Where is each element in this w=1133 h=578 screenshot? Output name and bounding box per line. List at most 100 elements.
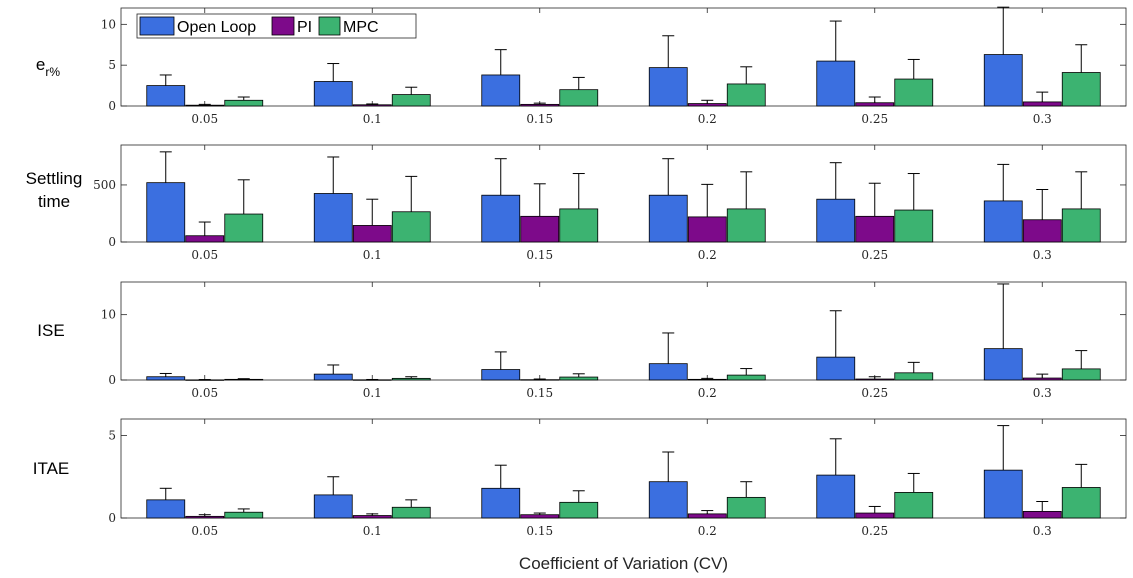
y-axis-label: er% <box>36 55 60 79</box>
bar-mpc <box>559 376 599 381</box>
axes-box <box>120 418 1127 519</box>
bar-open-loop <box>146 499 186 519</box>
x-tick-label: 0.1 <box>363 524 382 538</box>
x-tick-label: 0.1 <box>363 248 382 262</box>
bar-open-loop <box>983 200 1023 243</box>
bar-open-loop <box>481 487 521 519</box>
legend-swatch-mpc <box>318 16 341 36</box>
bar-pi <box>520 514 560 519</box>
y-axis-label: ITAE <box>33 459 70 478</box>
y-axis-label-subscript: r% <box>45 65 60 79</box>
x-tick-label: 0.25 <box>861 248 888 262</box>
x-tick-label: 0.2 <box>698 248 717 262</box>
y-tick-label: 0 <box>108 235 116 249</box>
x-tick-label: 0.05 <box>191 524 218 538</box>
bar-mpc <box>1061 487 1101 519</box>
bar-open-loop <box>481 194 521 243</box>
bar-mpc <box>224 213 264 243</box>
bar-mpc <box>1061 368 1101 381</box>
x-tick-label: 0.3 <box>1033 248 1052 262</box>
bar-pi <box>185 104 225 107</box>
x-tick-label: 0.1 <box>363 112 382 126</box>
bar-mpc <box>391 506 431 519</box>
legend-label-mpc: MPC <box>343 19 379 36</box>
x-tick-label: 0.05 <box>191 386 218 400</box>
panel-3: 0.05 0.1 0.15 0.2 0.25 0.3 0 10 ISE <box>37 281 1127 400</box>
bar-mpc <box>894 492 934 519</box>
x-axis-label: Coefficient of Variation (CV) <box>519 554 728 573</box>
x-tick-label: 0.15 <box>526 524 553 538</box>
bar-mpc <box>894 372 934 381</box>
bar-mpc <box>1061 72 1101 107</box>
bar-open-loop <box>481 74 521 107</box>
bar-open-loop <box>816 60 856 107</box>
y-tick-label: 5 <box>108 58 116 72</box>
bar-mpc <box>391 94 431 107</box>
bar-open-loop <box>313 81 353 107</box>
x-tick-label: 0.25 <box>861 386 888 400</box>
bar-pi <box>687 513 727 519</box>
bar-mpc <box>224 511 264 519</box>
bar-mpc <box>559 89 599 107</box>
bar-pi <box>855 215 895 243</box>
panel-2: 0.05 0.1 0.15 0.2 0.25 0.3 0 500 Settling time <box>26 144 1127 262</box>
bar-open-loop <box>146 376 186 381</box>
bar-open-loop <box>983 54 1023 107</box>
bar-mpc <box>391 377 431 381</box>
bar-pi <box>687 103 727 107</box>
bar-mpc <box>559 501 599 519</box>
bar-pi <box>687 216 727 243</box>
bar-mpc <box>726 374 766 381</box>
bar-open-loop <box>313 193 353 243</box>
bar-open-loop <box>648 481 688 519</box>
x-tick-label: 0.15 <box>526 386 553 400</box>
y-axis-label: Settling <box>26 169 83 188</box>
y-axis-label-line2: time <box>38 192 70 211</box>
bar-open-loop <box>816 474 856 519</box>
y-tick-label: 0 <box>108 511 116 525</box>
bar-open-loop <box>146 182 186 243</box>
x-tick-label: 0.3 <box>1033 386 1052 400</box>
bar-open-loop <box>816 356 856 381</box>
bar-mpc <box>726 496 766 519</box>
axes-box <box>120 281 1127 381</box>
x-tick-label: 0.05 <box>191 112 218 126</box>
bar-pi <box>352 225 392 243</box>
x-tick-label: 0.1 <box>363 386 382 400</box>
bar-mpc <box>726 83 766 107</box>
bar-pi <box>1022 101 1062 107</box>
x-tick-label: 0.3 <box>1033 524 1052 538</box>
bar-pi <box>855 512 895 519</box>
legend-swatch-pi <box>271 16 295 36</box>
y-tick-label: 10 <box>101 308 116 322</box>
bar-mpc <box>1061 208 1101 243</box>
axes-box <box>120 7 1127 107</box>
bar-open-loop <box>983 469 1023 519</box>
bar-mpc <box>224 99 264 107</box>
x-tick-label: 0.25 <box>861 524 888 538</box>
legend-label-pi: PI <box>297 19 312 36</box>
x-tick-label: 0.05 <box>191 248 218 262</box>
bar-pi <box>687 378 727 381</box>
bar-open-loop <box>648 363 688 381</box>
bar-pi <box>520 103 560 107</box>
bar-mpc <box>559 208 599 243</box>
y-tick-label: 500 <box>93 178 116 192</box>
bar-pi <box>1022 510 1062 519</box>
panel-1: 0.05 0.1 0.15 0.2 0.25 0.3 0 5 10 er% <box>36 6 1127 126</box>
bar-mpc <box>224 378 264 381</box>
bar-pi <box>185 235 225 243</box>
bar-pi <box>1022 377 1062 381</box>
bar-open-loop <box>648 194 688 243</box>
bar-mpc <box>726 208 766 243</box>
y-axis-label: ISE <box>37 321 64 340</box>
bar-pi <box>855 102 895 107</box>
bar-pi <box>520 379 560 381</box>
legend-swatch-open-loop <box>139 16 175 36</box>
bar-open-loop <box>481 369 521 381</box>
bar-pi <box>352 104 392 107</box>
legend: Open Loop PI MPC <box>136 13 417 39</box>
bar-mpc <box>391 211 431 243</box>
legend-label-open-loop: Open Loop <box>177 19 256 36</box>
